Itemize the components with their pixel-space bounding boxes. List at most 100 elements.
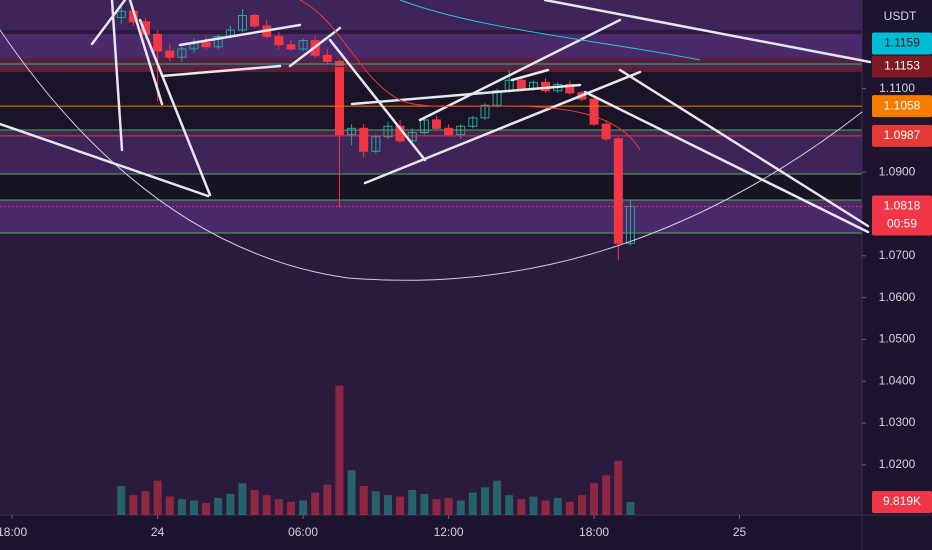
y-tick-label: 1.0500 [879, 332, 916, 346]
moving-average [399, 0, 701, 61]
volume-bar [408, 489, 417, 515]
volume-bar [565, 501, 574, 515]
candle-body [250, 14, 260, 27]
trend-line [583, 90, 870, 234]
y-tick-label: 1.0300 [879, 415, 916, 429]
candle-body [177, 48, 187, 58]
y-tick-label: 1.0200 [879, 457, 916, 471]
moving-average [299, 0, 641, 151]
price-axis [862, 0, 932, 550]
candle-body [468, 117, 478, 127]
candle-body [298, 40, 308, 50]
candle-body [322, 54, 332, 62]
zone [0, 200, 862, 233]
trend-line [328, 38, 427, 162]
candle-body [383, 125, 393, 138]
volume-bar [420, 493, 429, 515]
volume-bar [614, 460, 623, 515]
candle-body [153, 33, 163, 52]
price-badge-label: 1.0818 [884, 199, 921, 213]
volume-bar [371, 491, 380, 515]
drawings [0, 0, 872, 281]
volume-bar [177, 499, 186, 515]
volume-bar [396, 496, 405, 515]
price-badge [872, 195, 932, 236]
candle-body [516, 79, 526, 90]
price-badge [872, 32, 932, 55]
volume-bar [529, 496, 538, 515]
candle-body [359, 127, 369, 152]
candle-body [274, 35, 284, 46]
marks [0, 5, 862, 515]
volume-bar [359, 485, 368, 515]
candle-body [116, 10, 126, 19]
currency-label: USDT [884, 9, 917, 23]
volume-bar [299, 500, 308, 515]
price-badge-label: 1.1153 [884, 59, 920, 73]
volume-bar [129, 495, 138, 515]
volume-bar [117, 485, 126, 515]
volume-bar [456, 500, 465, 515]
candle-body [334, 60, 344, 136]
arc-drawing [0, 29, 349, 279]
candle-body [371, 136, 381, 152]
y-tick-label: 1.1100 [879, 81, 915, 95]
volume-bar [189, 500, 198, 515]
candle-body [456, 125, 466, 136]
trend-line [178, 23, 302, 47]
volume-bar [480, 487, 489, 515]
price-badge-label: 1.1159 [884, 36, 920, 50]
price-badge-label: 1.1058 [884, 98, 921, 112]
volume-bar [335, 385, 344, 515]
candle-body [347, 127, 357, 136]
volume-bar [468, 492, 477, 515]
volume-bar [541, 500, 550, 515]
volume-bar [602, 475, 611, 515]
zone [0, 72, 862, 130]
trend-line [418, 18, 622, 122]
trend-line [128, 0, 164, 106]
candle-body [625, 206, 635, 244]
trend-line [138, 18, 212, 197]
zone [0, 34, 862, 58]
zone [0, 130, 862, 174]
candle-body [444, 127, 454, 136]
x-tick-label: 12:00 [434, 525, 464, 539]
volume-bar [226, 493, 235, 515]
volume-bar [553, 497, 562, 515]
trend-line [288, 26, 342, 68]
volume-badge-label: 9.819K [883, 494, 921, 508]
y-tick-label: 1.0900 [879, 164, 916, 178]
x-tick-label: 06:00 [288, 525, 318, 539]
zone [0, 58, 862, 72]
candle-body [165, 50, 175, 58]
trend-line [363, 70, 642, 185]
zone [0, 174, 862, 200]
volume-bar [505, 495, 514, 515]
volume-bar [214, 497, 223, 515]
volume-bar [323, 484, 332, 515]
volume-bar [517, 499, 526, 515]
x-tick-label: 18:00 [579, 525, 609, 539]
arc-drawing [347, 111, 863, 281]
volume-bar [311, 492, 320, 515]
x-tick-label: 24 [151, 525, 165, 539]
volume-bar [432, 499, 441, 515]
candle-body [407, 132, 417, 142]
candle-body [286, 44, 296, 50]
trend-line [160, 64, 282, 78]
volume-bar [153, 480, 162, 515]
volume-bar [444, 497, 453, 515]
candle-body [419, 119, 429, 134]
x-tick-label: 25 [733, 525, 747, 539]
y-tick-label: 1.0600 [879, 290, 916, 304]
volume-bar [141, 491, 150, 515]
countdown: 00:59 [887, 217, 917, 231]
trend-line [110, 0, 124, 152]
y-tick-label: 1.0700 [879, 248, 916, 262]
volume-bar [274, 499, 283, 515]
candle-body [565, 83, 575, 94]
trend-line [90, 0, 127, 46]
volume-bar [577, 495, 586, 515]
